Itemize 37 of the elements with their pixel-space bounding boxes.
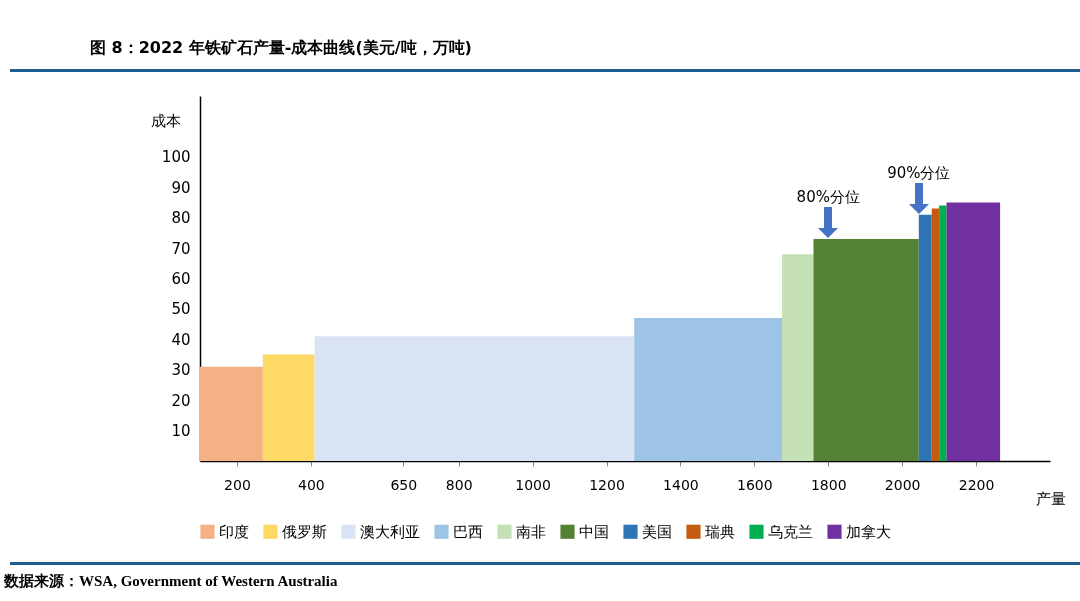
legend-label: 瑞典: [705, 522, 735, 541]
legend-label: 中国: [579, 522, 609, 541]
y-tick-label: 90: [171, 178, 191, 197]
x-tick-label: 1400: [663, 476, 699, 493]
x-tick-label: 1000: [515, 476, 551, 493]
y-axis-title: 成本: [150, 111, 181, 130]
y-tick-label: 80: [171, 209, 191, 228]
y-tick-label: 20: [171, 391, 191, 410]
x-tick-label: 800: [445, 476, 473, 493]
x-tick-label: 200: [224, 476, 251, 493]
y-tick-label: 70: [171, 239, 191, 258]
x-tick-label: 400: [298, 476, 325, 493]
legend-label: 美国: [642, 522, 672, 541]
annotation: 90%分位: [887, 163, 951, 182]
legend-label: 南非: [516, 522, 546, 541]
legend-label: 澳大利亚: [360, 522, 420, 541]
x-tick-label: 2000: [884, 476, 921, 493]
legend-label: 巴西: [453, 522, 483, 541]
y-tick-label: 50: [171, 300, 191, 319]
y-tick-label: 10: [171, 422, 191, 441]
x-tick-label: 2200: [958, 476, 995, 493]
annotation: 80%分位: [796, 187, 860, 206]
x-tick-label: 650: [390, 476, 418, 493]
legend-label: 印度: [219, 522, 249, 541]
x-tick-label: 1200: [589, 476, 625, 493]
legend-label: 俄罗斯: [282, 522, 327, 541]
legend-label: 加拿大: [846, 522, 891, 541]
x-tick-label: 1800: [810, 476, 847, 493]
y-tick-label: 100: [161, 148, 191, 167]
chart-title: 图 8：2022 年铁矿石产量-成本曲线(美元/吨，万吨): [90, 38, 472, 57]
y-tick-label: 40: [171, 330, 191, 349]
legend-label: 乌克兰: [768, 522, 813, 541]
y-tick-label: 60: [171, 270, 191, 288]
source-note: 数据来源：WSA, Government of Western Australia: [4, 572, 338, 591]
x-tick-label: 1600: [737, 476, 773, 493]
x-axis-title: 产量: [1035, 489, 1066, 508]
y-tick-label: 30: [171, 361, 191, 380]
